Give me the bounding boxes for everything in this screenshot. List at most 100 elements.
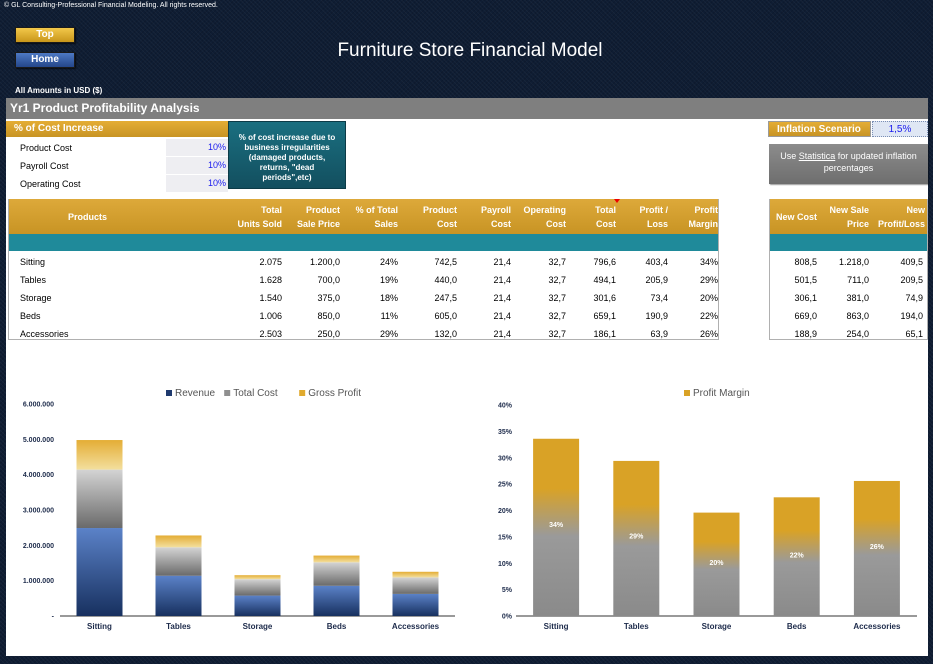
bar-revenue (392, 593, 439, 616)
x-tick-label: Storage (702, 622, 732, 631)
bar-revenue (76, 528, 123, 616)
y-tick-label: 5.000.000 (23, 437, 54, 444)
x-tick-label: Beds (787, 622, 807, 631)
bar-revenue (313, 585, 360, 616)
table-band (8, 234, 719, 251)
x-tick-label: Storage (243, 622, 273, 631)
revenue-cost-profit-chart: - 1.000.000 2.000.000 3.000.000 4.000.000 5.0… (23, 388, 455, 631)
home-button[interactable]: Home (15, 52, 75, 68)
col-pct-sales: % of Total Sales (355, 205, 398, 229)
bar-profit-margin (533, 438, 580, 616)
operating-cost-increase-input[interactable]: 10% (166, 175, 228, 192)
y-tick-label: 3.000.000 (23, 508, 54, 515)
col-payroll-cost: Payroll Cost (480, 205, 511, 229)
bar-gross-profit (155, 535, 202, 548)
statistica-link[interactable]: Statistica (798, 151, 836, 161)
legend-swatch (166, 390, 172, 396)
bar-gross-profit (392, 571, 439, 578)
section-title: Yr1 Product Profitability Analysis (6, 98, 928, 119)
bar-gross-profit (234, 575, 281, 580)
y-tick-label: 20% (498, 508, 513, 515)
new-values-band (769, 234, 928, 251)
cost-label: Operating Cost (20, 179, 81, 189)
table-row: 306,1 381,0 74,9 (794, 293, 923, 303)
col-new-cost: New Cost (775, 212, 817, 222)
table-row: 188,9 254,0 65,1 (794, 329, 923, 339)
cost-increase-note: % of cost increase due to business irreg… (228, 121, 346, 189)
payroll-cost-increase-input[interactable]: 10% (166, 157, 228, 174)
y-tick-label: 35% (498, 429, 513, 436)
page-title: Furniture Store Financial Model (337, 40, 603, 61)
legend-label: Profit Margin (693, 388, 750, 399)
legend-label: Revenue (175, 388, 215, 399)
y-tick-label: 30% (498, 455, 513, 462)
bar-revenue (234, 595, 281, 616)
x-tick-label: Tables (624, 622, 649, 631)
x-tick-label: Accessories (853, 622, 901, 631)
legend-label: Total Cost (233, 388, 278, 399)
copyright-text: © GL Consulting-Professional Financial M… (4, 2, 218, 9)
col-new-sale-price: New Sale Price (829, 205, 869, 229)
bar-gross-profit (313, 555, 360, 563)
y-tick-label: 15% (498, 534, 513, 541)
col-new-profit-loss: New Profit/Loss (877, 205, 925, 229)
y-tick-label: 5% (502, 587, 513, 594)
bar-profit-margin (613, 460, 660, 616)
bar-total-cost (155, 547, 202, 576)
bar-total-cost (76, 469, 123, 529)
data-label: 34% (549, 522, 564, 529)
inflation-note-prefix: Use (780, 151, 799, 161)
col-products: Products (68, 212, 108, 222)
table-row: Accessories 2.503 250,0 29% 132,0 21,4 3… (20, 329, 718, 339)
inflation-note-suffix: for updated inflation percentages (823, 151, 917, 173)
table-row: Sitting 2.075 1.200,0 24% 742,5 21,4 32,… (20, 257, 718, 267)
col-sale-price: Product Sale Price (296, 205, 340, 229)
y-tick-label: 40% (498, 403, 513, 410)
cost-row-operating: Operating Cost 10% (6, 175, 228, 193)
col-operating-cost: Operating Cost (523, 205, 566, 229)
data-label: 29% (629, 533, 644, 540)
y-tick-label: 6.000.000 (23, 402, 54, 409)
x-tick-label: Accessories (392, 622, 440, 631)
data-label: 22% (790, 552, 805, 559)
y-tick-label: - (52, 614, 55, 621)
legend-swatch (684, 390, 690, 396)
y-tick-label: 25% (498, 482, 513, 489)
y-tick-label: 2.000.000 (23, 543, 54, 550)
cost-label: Product Cost (20, 143, 73, 153)
table-row: 669,0 863,0 194,0 (794, 311, 923, 321)
inflation-scenario-input[interactable]: 1,5% (872, 121, 928, 137)
legend-label: Gross Profit (308, 388, 361, 399)
bar-revenue (155, 575, 202, 616)
top-button[interactable]: Top (15, 27, 75, 43)
col-total-cost: Total Cost (595, 205, 616, 229)
col-units-sold: Total Units Sold (237, 205, 283, 229)
bar-gross-profit (76, 440, 123, 470)
x-tick-label: Tables (166, 622, 191, 631)
comment-marker-icon[interactable] (614, 199, 620, 203)
legend-swatch (224, 390, 231, 396)
cost-increase-header: % of Cost Increase (6, 121, 228, 137)
bar-profit-margin (853, 480, 900, 616)
table-row: 808,5 1.218,0 409,5 (794, 257, 923, 267)
x-tick-label: Sitting (544, 622, 569, 631)
cost-label: Payroll Cost (20, 161, 69, 171)
inflation-note-box: Use Statistica for updated inflation per… (769, 144, 928, 184)
col-product-cost: Product Cost (422, 205, 457, 229)
cost-row-payroll: Payroll Cost 10% (6, 157, 228, 175)
data-label: 26% (870, 544, 885, 551)
bar-profit-margin (693, 512, 740, 616)
legend-swatch (299, 390, 306, 396)
table-row: Tables 1.628 700,0 19% 440,0 21,4 32,7 4… (20, 275, 718, 285)
bar-total-cost (313, 562, 360, 586)
amounts-note: All Amounts in USD ($) (15, 86, 103, 95)
x-tick-label: Sitting (87, 622, 112, 631)
profitability-table-header: Products Total Units Sold Product Sale Pri… (8, 199, 719, 234)
table-row: Beds 1.006 850,0 11% 605,0 21,4 32,7 659… (20, 311, 718, 321)
product-cost-increase-input[interactable]: 10% (166, 139, 228, 156)
y-tick-label: 4.000.000 (23, 472, 54, 479)
bar-total-cost (234, 579, 281, 596)
y-tick-label: 10% (498, 561, 513, 568)
new-values-table-header: New Cost New Sale Price New Profit/Loss (769, 199, 928, 234)
bar-profit-margin (773, 497, 820, 616)
